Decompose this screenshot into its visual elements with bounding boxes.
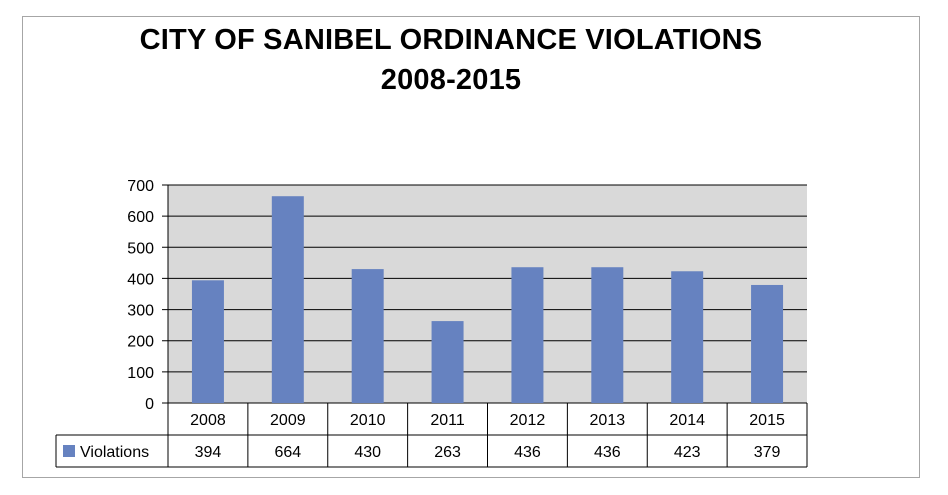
y-tick-label: 400 [127, 271, 154, 288]
bars [191, 196, 784, 403]
data-table: 2008 2009 2010 2011 2012 2013 2014 2015 394 664 43… [55, 403, 808, 468]
data-label: 430 [354, 444, 381, 461]
y-tick-label: 600 [127, 209, 154, 226]
y-tick-label: 100 [127, 365, 154, 382]
x-tick-label: 2013 [590, 412, 626, 429]
data-label: 263 [434, 444, 461, 461]
y-tick-label: 300 [127, 303, 154, 320]
y-tick-label: 200 [127, 334, 154, 351]
chart-subtitle: 2008-2015 [380, 64, 522, 96]
data-label: 423 [674, 444, 701, 461]
bar-2012 [511, 267, 544, 403]
y-tick-label: 700 [127, 178, 154, 195]
bar-2013 [591, 267, 624, 403]
x-tick-label: 2012 [510, 412, 546, 429]
bar-2010 [351, 269, 384, 403]
data-label: 436 [594, 444, 621, 461]
plot-area [168, 185, 807, 403]
data-label: 394 [195, 444, 222, 461]
x-tick-label: 2009 [270, 412, 306, 429]
data-label: 664 [274, 444, 301, 461]
legend-swatch [63, 445, 75, 457]
chart-title-block: CITY OF SANIBEL ORDINANCE VIOLATIONS 200… [0, 20, 948, 100]
plot-background [168, 185, 807, 403]
x-tick-label: 2014 [669, 412, 705, 429]
y-tick-label: 500 [127, 240, 154, 257]
bar-2015 [751, 284, 784, 403]
x-tick-label: 2015 [749, 412, 785, 429]
bar-2011 [431, 321, 464, 403]
y-tick-label: 0 [145, 396, 154, 413]
bar-2009 [271, 196, 304, 403]
data-label: 436 [514, 444, 541, 461]
bar-2014 [671, 271, 704, 403]
x-tick-label: 2008 [190, 412, 226, 429]
bar-2008 [191, 280, 224, 403]
data-label: 379 [754, 444, 781, 461]
x-tick-label: 2011 [430, 412, 465, 429]
x-tick-label: 2010 [350, 412, 386, 429]
chart-title: CITY OF SANIBEL ORDINANCE VIOLATIONS [139, 24, 763, 56]
legend-label: Violations [80, 444, 149, 461]
y-axis: 0 100 200 300 400 500 600 700 [127, 178, 169, 413]
